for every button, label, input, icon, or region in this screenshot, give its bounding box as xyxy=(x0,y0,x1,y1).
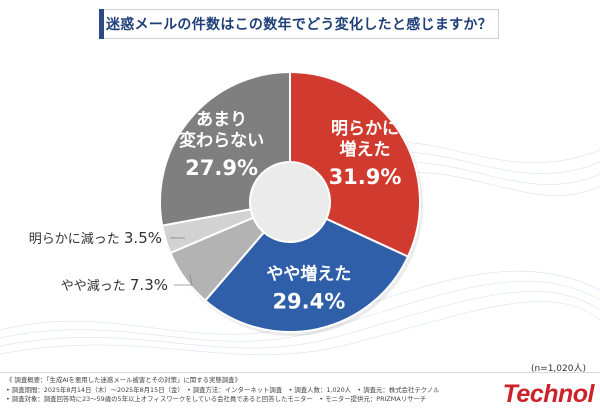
divider xyxy=(0,372,600,373)
donut-slice xyxy=(203,217,410,333)
slice-value: 7.3% xyxy=(130,276,168,294)
slice-label: やや減った 7.3% xyxy=(61,276,168,294)
technol-logo: Technol xyxy=(502,380,595,408)
sample-size-label: (n=1,020人) xyxy=(530,364,586,374)
slice-value: 27.9% xyxy=(185,156,258,180)
slice-label: 明らかに減った 3.5% xyxy=(29,229,162,247)
slice-label: 明らかに xyxy=(331,119,399,139)
donut-slice xyxy=(289,70,421,258)
survey-note-line: • 調査対象：調査回答時に23〜59歳の5年以上オフィスワークをしている会社員で… xyxy=(6,395,427,404)
slice-value: 29.4% xyxy=(272,289,345,313)
chart-title: 迷惑メールの件数はこの数年でどう変化したと感じますか？ xyxy=(105,17,493,33)
slice-value: 3.5% xyxy=(124,229,162,247)
chart-title-box: 迷惑メールの件数はこの数年でどう変化したと感じますか？ xyxy=(99,9,499,39)
slice-label: あまり xyxy=(196,110,247,130)
survey-notes: 《 調査概要：「生成AIを悪用した迷惑メール被害とその対策」に関する実態調査》 … xyxy=(6,376,466,405)
donut-slice xyxy=(159,70,291,227)
slice-label: 変わらない xyxy=(179,130,264,151)
survey-note-line: • 調査期間：2025年8月14日（木）〜2025年8月15日（金） • 調査方… xyxy=(6,385,440,394)
slice-label: 増えた xyxy=(339,139,390,160)
leader-line xyxy=(174,275,193,286)
slice-label: やや増えた xyxy=(266,263,351,284)
slice-value: 31.9% xyxy=(329,165,402,189)
survey-note-line: 《 調査概要：「生成AIを悪用した迷惑メール被害とその対策」に関する実態調査》 xyxy=(6,376,241,384)
